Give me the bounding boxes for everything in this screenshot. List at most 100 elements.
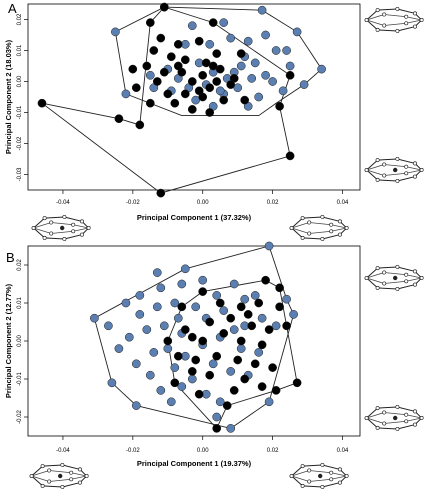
panel-letter: B xyxy=(6,250,15,265)
glyph-landmark xyxy=(382,270,387,275)
data-point xyxy=(264,241,274,251)
x-tick-label: -0.02 xyxy=(126,448,140,454)
data-point xyxy=(152,302,162,312)
data-point xyxy=(205,83,215,93)
data-point xyxy=(240,374,250,384)
data-point xyxy=(250,359,260,369)
y-tick-label: 0.00 xyxy=(17,335,23,347)
hull-black xyxy=(41,6,291,194)
glyph-landmark xyxy=(42,235,47,240)
data-point xyxy=(145,370,155,380)
data-point xyxy=(159,321,169,331)
data-point xyxy=(226,33,236,43)
glyph-landmark xyxy=(320,485,325,489)
x-tick-label: -0.04 xyxy=(56,200,70,206)
data-point xyxy=(236,49,246,58)
glyph-landmark xyxy=(80,232,84,237)
data-point xyxy=(187,374,197,384)
glyph-landmark xyxy=(395,179,400,183)
glyph-outline xyxy=(290,216,348,240)
data-point xyxy=(180,264,190,274)
hull-blue xyxy=(93,245,295,429)
data-point xyxy=(250,58,260,68)
data-point xyxy=(264,397,274,407)
plot-frame xyxy=(27,3,361,191)
glyph-landmark xyxy=(404,279,409,284)
y-axis-title: Principal Component 2 (18.03%) xyxy=(4,39,13,154)
data-point xyxy=(187,21,197,31)
glyph-landmark xyxy=(395,157,400,161)
glyph-landmark xyxy=(375,266,380,271)
data-point xyxy=(236,344,246,353)
data-point xyxy=(229,325,239,334)
data-point xyxy=(114,344,124,353)
data-point xyxy=(114,114,124,124)
glyph-landmark xyxy=(404,164,409,169)
data-point xyxy=(285,70,295,80)
data-point xyxy=(254,298,264,308)
data-point xyxy=(205,39,215,49)
panel-letter: A xyxy=(8,1,17,16)
glyph-landmark xyxy=(338,219,342,224)
data-point xyxy=(247,74,257,83)
data-point xyxy=(173,313,183,323)
glyph-landmark xyxy=(300,216,305,221)
data-point xyxy=(194,36,204,46)
glyph-landmark xyxy=(80,219,84,224)
glyph-landmark xyxy=(375,406,380,411)
glyph-landmark xyxy=(60,485,65,489)
data-point xyxy=(149,348,159,357)
data-point xyxy=(135,310,145,319)
x-tick-label: 0.04 xyxy=(337,200,349,206)
data-point xyxy=(250,291,260,300)
glyph-landmark xyxy=(382,23,387,28)
x-axis: -0.04 -0.02 0.00 0.02 0.04 xyxy=(56,436,349,454)
data-point xyxy=(212,77,222,86)
data-point xyxy=(254,92,264,102)
data-point xyxy=(261,70,270,80)
glyph-landmark xyxy=(382,173,387,178)
data-point xyxy=(170,378,180,388)
data-point xyxy=(254,348,264,357)
glyph-landmark xyxy=(86,226,91,230)
glyph-landmark xyxy=(40,483,45,488)
glyph-landmark xyxy=(404,14,409,19)
glyph-landmark xyxy=(364,416,369,420)
glyph-landmark xyxy=(338,232,342,237)
glyph-landmark xyxy=(364,18,369,22)
glyph-landmark xyxy=(307,468,312,473)
data-point xyxy=(131,83,141,93)
data-point xyxy=(149,46,159,55)
y-axis-title: Principal Component 2 (12.77%) xyxy=(4,283,13,398)
data-point xyxy=(135,120,145,130)
data-point xyxy=(219,329,229,338)
glyph-landmark xyxy=(31,226,36,230)
data-point xyxy=(177,382,187,391)
y-tick-label: 0.02 xyxy=(17,259,23,271)
data-point xyxy=(208,61,218,71)
data-point xyxy=(180,325,190,334)
glyph-landmark xyxy=(375,8,380,13)
data-point xyxy=(187,367,197,376)
glyph-landmark xyxy=(307,220,312,225)
data-point xyxy=(268,77,277,86)
glyph-landmark xyxy=(307,479,312,484)
data-point xyxy=(107,378,117,388)
data-point xyxy=(111,27,120,37)
glyph-landmark xyxy=(375,27,380,32)
data-point xyxy=(177,279,187,289)
data-point xyxy=(145,98,155,108)
shape-glyph-a-top-right xyxy=(364,7,424,33)
glyph-landmark xyxy=(300,464,305,469)
data-point xyxy=(229,386,239,395)
data-point xyxy=(236,336,246,346)
data-point xyxy=(278,86,288,96)
data-point xyxy=(37,98,47,108)
data-point xyxy=(166,397,176,407)
shape-glyph-b-bottom-right xyxy=(289,463,349,489)
data-point xyxy=(208,18,218,27)
glyph-landmark xyxy=(395,427,400,431)
glyph-landmark xyxy=(62,215,67,219)
data-point xyxy=(271,321,281,331)
data-point xyxy=(240,95,250,105)
